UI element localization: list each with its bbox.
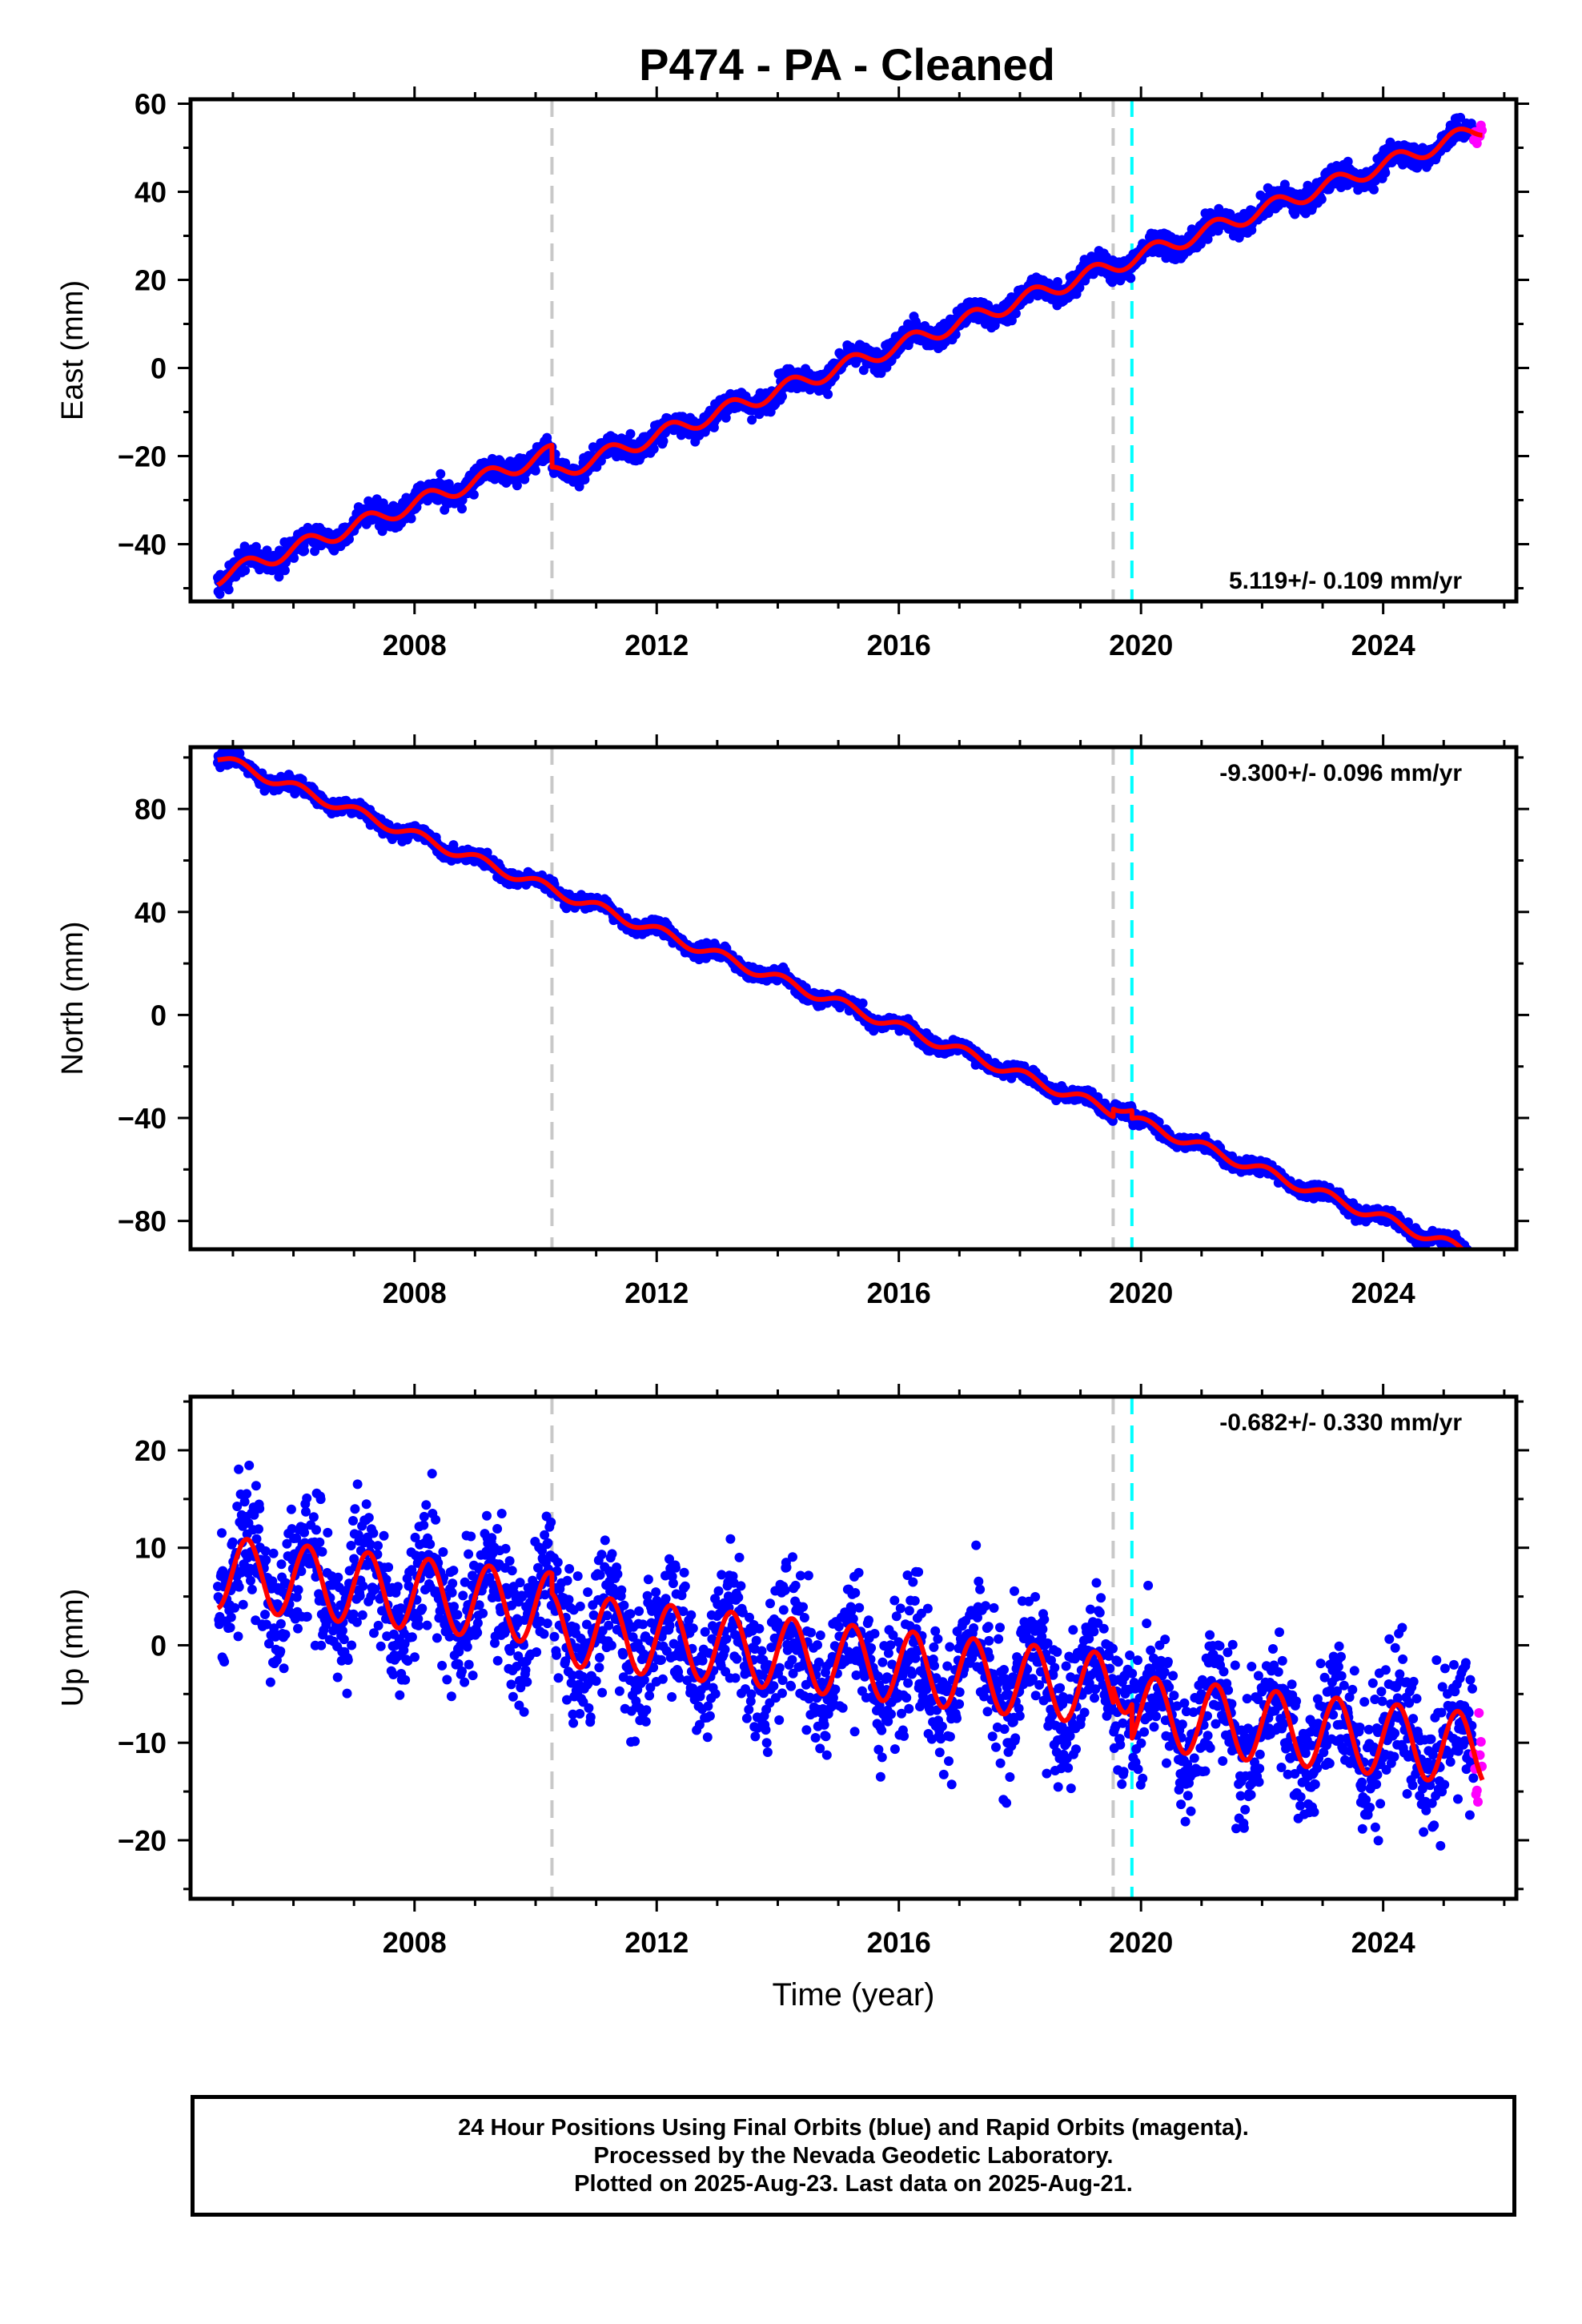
y-tick-label: −20 [118, 440, 167, 473]
final-orbit-point [1316, 194, 1327, 204]
final-orbit-point [721, 412, 731, 423]
x-tick-label: 2008 [383, 629, 447, 661]
final-orbit-point [240, 565, 251, 576]
final-orbit-point [823, 389, 833, 400]
y-tick-label: −40 [118, 529, 167, 561]
final-orbit-point [648, 444, 659, 454]
final-orbit-point [262, 545, 272, 556]
x-tick-label: 2024 [1351, 629, 1415, 661]
final-orbit-point [658, 436, 669, 446]
final-orbit-point [406, 513, 416, 524]
rate-annotation: 5.119+/- 0.109 mm/yr [1229, 568, 1462, 594]
final-orbit-point [457, 504, 467, 514]
x-tick-label: 2012 [624, 629, 689, 661]
x-tick-label: 2016 [867, 629, 931, 661]
y-tick-label: 20 [135, 264, 167, 297]
final-orbit-point [468, 489, 479, 500]
final-orbit-point [299, 545, 310, 556]
figure-title: P474 - PA - Cleaned [639, 39, 1055, 90]
final-orbit-point [596, 456, 606, 466]
final-orbit-point [1126, 273, 1136, 283]
final-orbit-point [747, 415, 757, 425]
x-tick-label: 2020 [1109, 629, 1173, 661]
panel-1: 2008 2012 2016 2020 2024 −40 −20 0 20 40 60 East (m… [56, 86, 1529, 661]
plot-area [213, 99, 1487, 601]
final-orbit-point [1369, 184, 1379, 195]
y-tick-label: 0 [151, 352, 167, 385]
final-orbit-point [625, 428, 636, 439]
final-orbit-point [251, 541, 261, 552]
final-orbit-point [580, 474, 590, 485]
y-axis-label: East (mm) [56, 280, 90, 420]
final-orbit-point [310, 546, 320, 557]
final-orbit-point [274, 572, 284, 582]
final-orbit-point [530, 465, 540, 476]
panels: 2008 2012 2016 2020 2024 −40 −20 0 20 40 60 East (m… [56, 86, 1529, 2012]
final-orbit-point [215, 589, 225, 599]
final-orbit-point [1380, 167, 1391, 178]
final-orbit-point [777, 392, 787, 401]
final-orbit-point [289, 553, 299, 563]
plot-area [213, 747, 1477, 1249]
final-orbit-point [857, 998, 868, 1008]
final-orbit-point [512, 480, 522, 491]
final-orbit-point [279, 565, 290, 576]
y-tick-label: 40 [135, 176, 167, 209]
final-orbit-point [436, 468, 446, 479]
final-orbit-point [223, 585, 234, 595]
y-tick-label: 60 [135, 88, 167, 121]
